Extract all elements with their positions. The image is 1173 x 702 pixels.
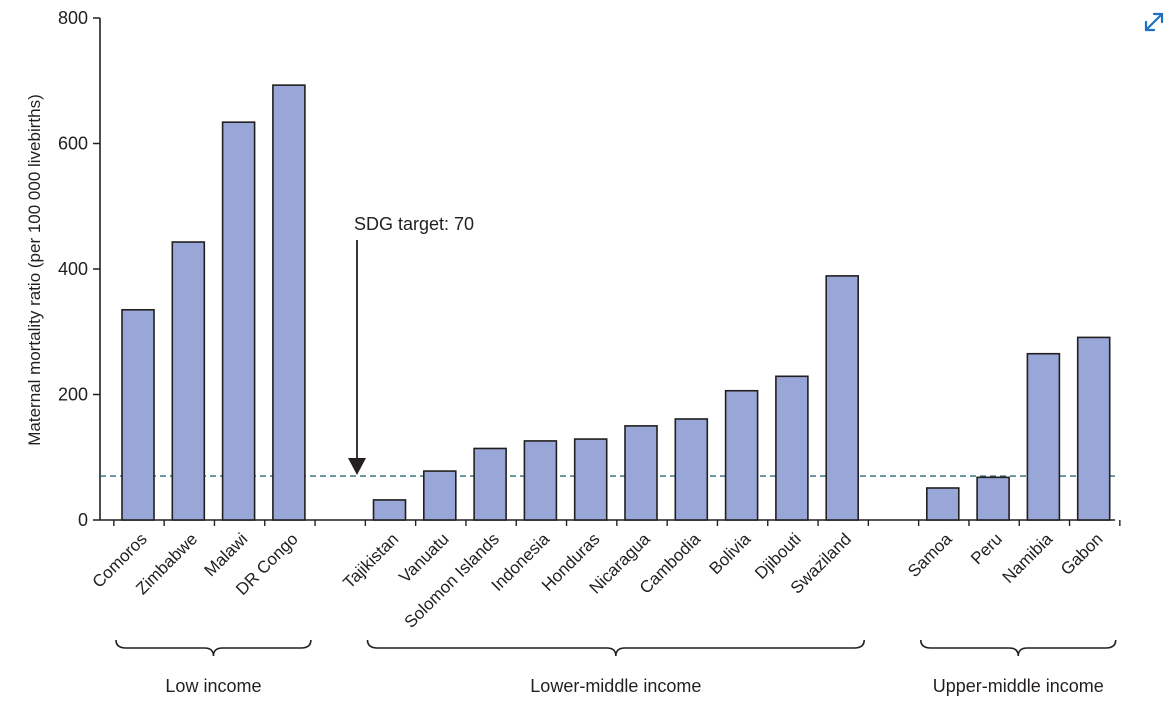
group-bracket (920, 639, 1117, 657)
group-label: Upper-middle income (933, 676, 1104, 696)
expand-arrows-icon[interactable] (1140, 8, 1168, 36)
category-label: Peru (967, 529, 1006, 568)
category-label: Samoa (904, 529, 956, 581)
y-tick-label: 0 (78, 510, 88, 530)
bar (1076, 336, 1111, 521)
bar (422, 470, 457, 521)
category-label: Tajikistan (339, 529, 402, 592)
bar (624, 425, 658, 521)
bar (573, 438, 608, 521)
group-bracket (115, 639, 312, 657)
group-brackets: Low income Lower-middle income Upper-middl… (115, 639, 1117, 696)
sdg-annotation: SDG target: 70 (348, 214, 474, 475)
bar (724, 389, 759, 521)
bar (272, 84, 306, 521)
category-label: Gabon (1057, 529, 1107, 579)
bar (925, 487, 960, 521)
bar (523, 440, 558, 521)
bar (825, 275, 860, 521)
bar (976, 476, 1010, 521)
group-bracket (366, 639, 865, 657)
bar (372, 499, 407, 521)
y-tick-label: 400 (58, 259, 88, 279)
bar (121, 308, 155, 521)
y-axis-label: Maternal mortality ratio (per 100 000 li… (25, 94, 44, 445)
bar (1026, 352, 1061, 521)
bar (674, 418, 709, 521)
group-label: Lower-middle income (530, 676, 701, 696)
bar (171, 241, 206, 521)
bars (121, 84, 1111, 521)
bar (775, 375, 809, 521)
group-label: Low income (165, 676, 261, 696)
bar (473, 447, 507, 521)
bar (221, 121, 256, 521)
category-label: Bolivia (706, 529, 755, 578)
y-tick-label: 200 (58, 385, 88, 405)
y-tick-label: 600 (58, 134, 88, 154)
category-label: Namibia (999, 529, 1057, 587)
annotation-text: SDG target: 70 (354, 214, 474, 234)
annotation-arrow-head (348, 458, 366, 475)
y-tick-label: 800 (58, 8, 88, 28)
